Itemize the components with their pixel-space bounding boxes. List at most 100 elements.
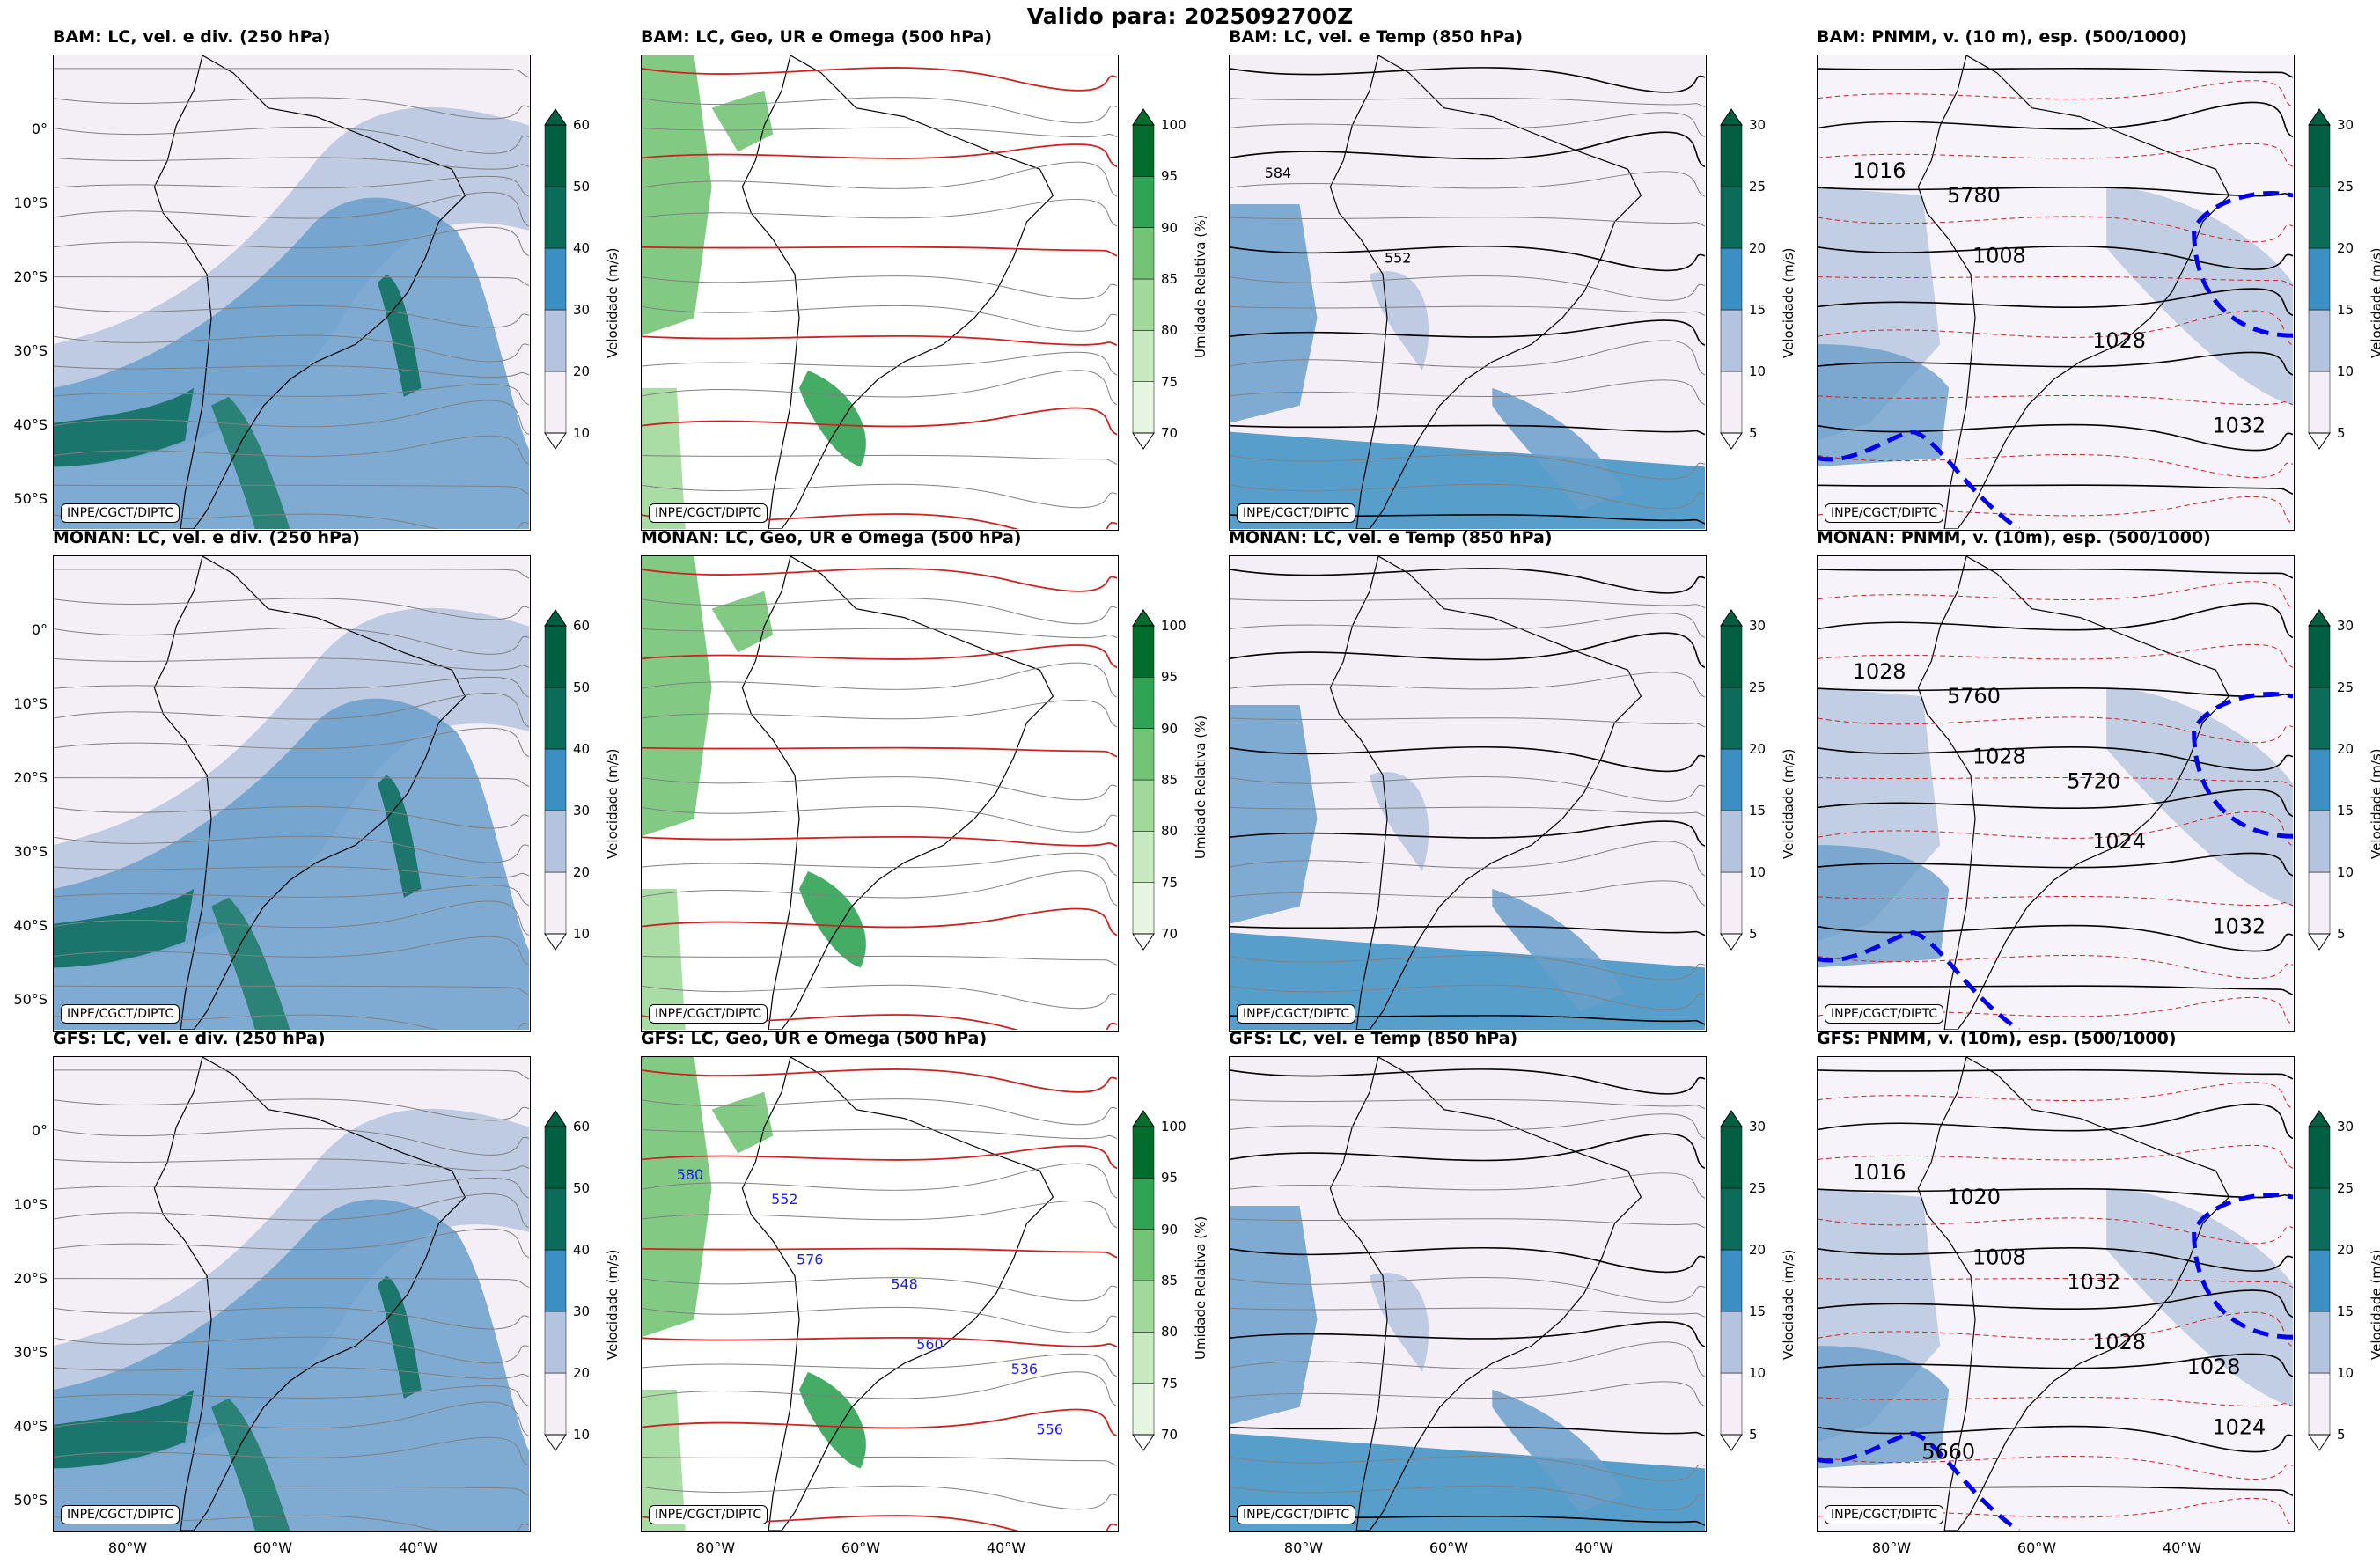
latitude-label: 50°S	[13, 1492, 48, 1509]
colorbar-tick: 30	[1749, 117, 1767, 133]
colorbar-tick: 100	[1161, 117, 1186, 133]
coastline	[1917, 556, 2230, 1030]
latitude-label: 50°S	[13, 991, 48, 1008]
coastline	[1329, 1057, 1642, 1531]
colorbar-tick: 30	[2337, 618, 2354, 634]
colorbar-tick: 10	[1749, 363, 1767, 379]
panel-title: MONAN: LC, vel. e div. (250 hPa)	[53, 528, 360, 547]
colorbar-tick: 10	[573, 425, 591, 441]
colorbar-tick: 10	[1749, 1365, 1767, 1381]
colorbar-label: Velocidade (m/s)	[1781, 247, 1796, 358]
colorbar-tick: 15	[2337, 1303, 2354, 1319]
panel-title: MONAN: PNMM, v. (10m), esp. (500/1000)	[1817, 528, 2211, 547]
contour-label: 5780	[1947, 183, 2001, 208]
colorbar-tick: 95	[1161, 1170, 1179, 1186]
colorbar-tick: 85	[1161, 772, 1179, 788]
panel-title: GFS: LC, vel. e Temp (850 hPa)	[1229, 1029, 1518, 1048]
coastline	[741, 1057, 1054, 1531]
contour-label: 548	[891, 1276, 917, 1293]
colorbar-label: Velocidade (m/s)	[605, 1249, 621, 1360]
longitude-label: 80°W	[1283, 1539, 1324, 1556]
colorbar-tick: 15	[1749, 302, 1767, 318]
colorbar	[544, 108, 567, 450]
colorbar-tick: 10	[573, 1427, 591, 1443]
credit-label: INPE/CGCT/DIPTC	[1237, 1505, 1356, 1524]
panel-title: GFS: LC, vel. e div. (250 hPa)	[53, 1029, 326, 1048]
pressure-contours	[1818, 67, 2293, 525]
latitude-label: 40°S	[13, 416, 48, 433]
colorbar-tick: 25	[2337, 1180, 2354, 1196]
colorbar-tick: 100	[1161, 1119, 1186, 1134]
map-panel: 1016 1008 1028 1032 5780 INPE/CGCT/DIPTC	[1817, 55, 2295, 531]
colorbar-tick: 5	[2337, 926, 2346, 942]
contour-label: 1008	[1972, 1245, 2026, 1270]
coastline	[1329, 55, 1642, 529]
colorbar-tick: 25	[1749, 1180, 1767, 1196]
colorbar-tick: 70	[1161, 1427, 1179, 1443]
latitude-label: 10°S	[13, 1196, 48, 1213]
colorbar-label: Velocidade (m/s)	[2369, 1249, 2380, 1360]
panel-title: MONAN: LC, vel. e Temp (850 hPa)	[1229, 528, 1553, 547]
colorbar-tick: 95	[1161, 669, 1179, 686]
coastline	[1329, 556, 1642, 1030]
contour-label: 580	[677, 1166, 703, 1183]
colorbar-tick: 30	[573, 1303, 591, 1319]
colorbar-tick: 75	[1161, 373, 1179, 390]
colorbar-tick: 15	[1749, 803, 1767, 819]
thickness-contour	[2192, 191, 2293, 338]
streamlines	[1230, 1068, 1705, 1526]
contour-label: 5660	[1921, 1439, 1975, 1464]
colorbar-tick: 40	[573, 741, 591, 757]
contour-label: 1028	[2187, 1355, 2241, 1379]
map-panel: INPE/CGCT/DIPTC	[53, 1056, 531, 1532]
colorbar	[2308, 1110, 2331, 1451]
streamlines	[642, 1068, 1117, 1531]
map-panel: INPE/CGCT/DIPTC	[641, 555, 1119, 1032]
shading-layer	[54, 106, 529, 529]
colorbar-tick: 70	[1161, 425, 1179, 441]
colorbar-tick: 5	[1749, 926, 1758, 942]
colorbar-tick: 70	[1161, 926, 1179, 942]
colorbar-tick: 40	[573, 1242, 591, 1258]
coastline	[153, 55, 466, 529]
panel-title: GFS: LC, Geo, UR e Omega (500 hPa)	[641, 1029, 988, 1048]
latitude-label: 0°	[31, 1122, 48, 1139]
panel-title: BAM: LC, Geo, UR e Omega (500 hPa)	[641, 27, 993, 47]
credit-label: INPE/CGCT/DIPTC	[61, 503, 180, 523]
colorbar-tick: 20	[2337, 1242, 2354, 1258]
contour-label: 552	[771, 1191, 797, 1208]
colorbar-tick: 95	[1161, 168, 1179, 185]
map-panel: 580 576 560 556 552 548 536 INPE/CGCT/DIPTC	[641, 1056, 1119, 1532]
colorbar-tick: 50	[573, 679, 591, 695]
colorbar	[544, 609, 567, 951]
colorbar-tick: 10	[573, 926, 591, 942]
streamlines	[54, 68, 529, 529]
longitude-label: 40°W	[2162, 1539, 2202, 1556]
shading-layer	[642, 55, 866, 529]
colorbar-tick: 90	[1161, 720, 1179, 737]
map-background	[642, 556, 1117, 1030]
contour-label: 584	[1265, 165, 1291, 181]
panel-title: GFS: PNMM, v. (10m), esp. (500/1000)	[1817, 1029, 2177, 1048]
contour-label: 556	[1037, 1421, 1063, 1438]
contour-label: 1024	[2092, 829, 2146, 854]
map-panel: INPE/CGCT/DIPTC	[641, 55, 1119, 531]
colorbar-tick: 80	[1161, 322, 1179, 339]
map-panel: INPE/CGCT/DIPTC	[53, 555, 531, 1032]
latitude-label: 30°S	[13, 843, 48, 860]
colorbar-tick: 5	[2337, 425, 2346, 441]
latitude-label: 0°	[31, 121, 48, 137]
panel-title: BAM: PNMM, v. (10 m), esp. (500/1000)	[1817, 27, 2187, 47]
colorbar-tick: 40	[573, 240, 591, 256]
latitude-label: 10°S	[13, 195, 48, 211]
colorbar-tick: 85	[1161, 271, 1179, 287]
coastline	[1917, 1057, 2230, 1531]
latitude-label: 20°S	[13, 1270, 48, 1287]
colorbar-tick: 60	[573, 1119, 591, 1134]
colorbar-tick: 30	[573, 302, 591, 318]
thickness-contour	[1818, 930, 2021, 1030]
colorbar-tick: 5	[1749, 425, 1758, 441]
colorbar-tick: 15	[2337, 302, 2354, 318]
colorbar	[1720, 108, 1743, 450]
contour-label: 1008	[1972, 244, 2026, 268]
